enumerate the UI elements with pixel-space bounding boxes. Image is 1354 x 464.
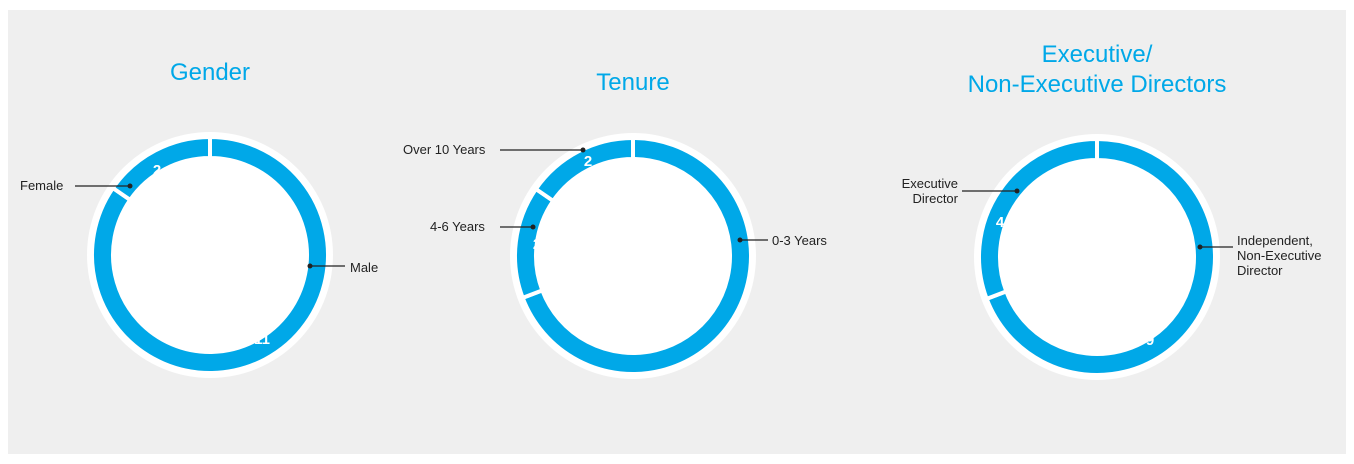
category-label: Executive Director: [901, 176, 958, 206]
category-label: 4-6 Years: [430, 219, 485, 234]
leader-dot: [580, 147, 586, 153]
donut-backdrop: [974, 134, 1220, 380]
value-label: 9: [720, 256, 728, 273]
chart-title: Gender: [170, 59, 250, 86]
chart-title: Tenure: [596, 69, 669, 96]
value-label: 9: [1146, 332, 1154, 349]
category-label: 0-3 Years: [772, 233, 827, 248]
category-label: Over 10 Years: [403, 142, 486, 157]
leader-dot: [530, 224, 536, 230]
value-label: 2: [153, 162, 161, 179]
category-label: Independent, Non-Executive Director: [1237, 233, 1322, 278]
value-label: 2: [533, 236, 541, 253]
donut-segment: [520, 135, 753, 376]
donut-segment: [533, 135, 635, 204]
category-label: Male: [350, 260, 379, 275]
category-label: Female: [20, 178, 64, 193]
chart-title: Executive/: [1042, 41, 1153, 68]
leader-dot: [127, 183, 133, 189]
donut-backdrop: [510, 133, 756, 379]
donut-segment: [110, 134, 212, 203]
leader-dot: [737, 237, 743, 243]
donut-segment: [977, 136, 1099, 302]
value-label: 2: [584, 153, 592, 170]
value-label: 11: [254, 331, 270, 348]
leader-dot: [1197, 244, 1203, 250]
donut-backdrop: [87, 132, 333, 378]
donut-segment: [90, 134, 330, 375]
leader-dot: [1014, 188, 1020, 194]
value-label: 4: [996, 214, 1005, 231]
leader-dot: [307, 263, 313, 269]
chart-title: Non-Executive Directors: [968, 71, 1227, 98]
donut-segment: [984, 136, 1217, 377]
